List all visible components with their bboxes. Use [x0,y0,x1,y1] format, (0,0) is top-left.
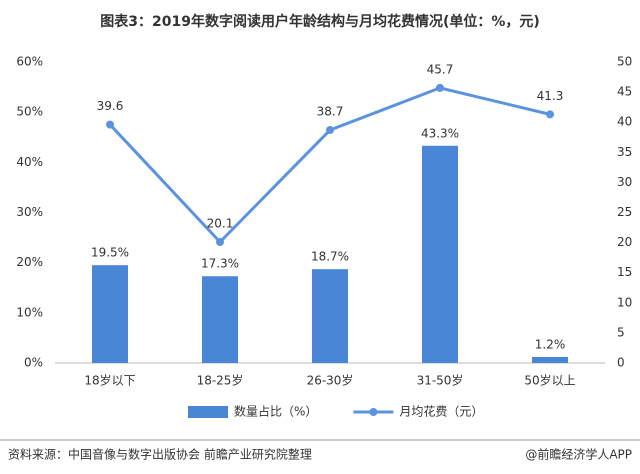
line-point [216,237,224,246]
chart-title: 图表3：2019年数字阅读用户年龄结构与月均花费情况(单位：%，元) [100,13,540,30]
line-value-label: 20.1 [207,216,234,230]
y2-tick-label: 5 [617,325,625,339]
line-point [106,120,114,129]
bar-value-label: 18.7% [311,250,349,264]
legend-label: 数量占比（%） [234,404,317,419]
y-tick-label: 0% [24,356,43,370]
bar [312,269,348,363]
bar-value-label: 1.2% [535,337,566,351]
x-tick-label: 18-25岁 [197,373,244,388]
y2-tick-label: 10 [617,295,632,309]
y2-tick-label: 30 [617,175,632,189]
legend-swatch-point [369,408,378,416]
line-value-label: 39.6 [97,99,124,113]
bar [532,356,568,363]
y-tick-label: 20% [16,255,43,269]
y-tick-label: 30% [16,205,43,219]
y-tick-label: 60% [16,55,43,69]
line-value-label: 38.7 [317,105,344,119]
y2-tick-label: 40 [617,115,632,129]
y-tick-label: 50% [16,105,43,119]
y2-tick-label: 20 [617,235,632,249]
y2-tick-label: 0 [617,356,625,370]
y-tick-label: 40% [16,155,43,169]
line-point [546,110,554,119]
x-tick-label: 26-30岁 [307,373,354,388]
legend-label: 月均花费（元） [399,404,483,419]
legend-swatch [188,406,228,418]
y-tick-label: 10% [16,305,43,319]
line-value-label: 41.3 [537,89,564,103]
bar-value-label: 43.3% [421,126,459,140]
x-tick-label: 18岁以下 [84,373,135,388]
bar [422,145,458,363]
y2-tick-label: 15 [617,265,632,279]
line-value-label: 45.7 [427,62,454,76]
bar [92,265,128,363]
y2-tick-label: 35 [617,145,632,159]
x-tick-label: 50岁以上 [524,373,575,388]
y2-tick-label: 45 [617,85,632,99]
source: 资料来源：中国音像与数字出版协会 前瞻产业研究院整理 [8,447,312,462]
y2-tick-label: 25 [617,205,632,219]
x-tick-label: 31-50岁 [417,373,464,388]
line-point [326,126,334,135]
bar [202,276,238,363]
line-point [436,83,444,92]
credit: @前瞻经济学人APP [525,447,632,462]
y2-tick-label: 50 [617,55,632,69]
bar-value-label: 17.3% [201,257,239,271]
bar-value-label: 19.5% [91,246,129,260]
